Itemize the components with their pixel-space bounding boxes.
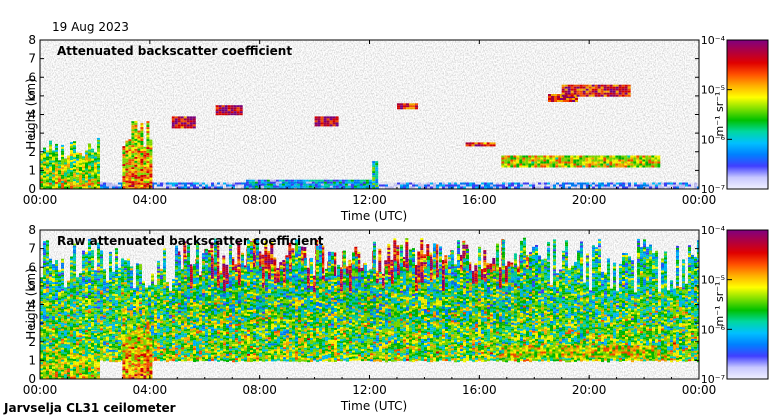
colorbar-tick-label: 10⁻⁴ bbox=[701, 34, 726, 47]
x-axis-label-top: Time (UTC) bbox=[340, 209, 407, 223]
x-tick-label: 08:00 bbox=[242, 193, 277, 207]
colorbar-tick-label: 10⁻⁶ bbox=[701, 133, 726, 146]
panel-title-top: Attenuated backscatter coefficient bbox=[57, 44, 292, 58]
y-tick-label: 3 bbox=[28, 126, 36, 140]
x-tick-label: 16:00 bbox=[462, 193, 497, 207]
colorbar-tick-label: 10⁻⁷ bbox=[701, 183, 725, 196]
y-tick-label: 4 bbox=[28, 108, 36, 122]
heatmap-marks-bottom bbox=[40, 230, 699, 379]
y-tick-label: 5 bbox=[28, 89, 36, 103]
y-tick-label: 6 bbox=[28, 70, 36, 84]
y-tick-label: 0 bbox=[28, 182, 36, 196]
colorbar-frame-top bbox=[726, 39, 769, 190]
x-tick-label: 00:00 bbox=[23, 193, 58, 207]
y-tick-label: 2 bbox=[28, 145, 36, 159]
x-tick-label: 00:00 bbox=[682, 193, 717, 207]
x-tick-label: 12:00 bbox=[352, 193, 387, 207]
panel-attenuated-backscatter: Attenuated backscatter coefficient 00:00… bbox=[23, 33, 717, 223]
y-tick-label: 1 bbox=[28, 163, 36, 177]
colorbar-top: 10⁻⁴ 10⁻⁵ 10⁻⁶ 10⁻⁷ m⁻¹ sr⁻¹ bbox=[701, 34, 769, 196]
x-axis-top: 00:00 04:00 08:00 12:00 16:00 20:00 00:00 bbox=[23, 40, 717, 207]
colorbar-tick-label: 10⁻⁵ bbox=[701, 84, 725, 97]
y-axis-top: 0 1 2 3 4 5 6 7 8 bbox=[28, 33, 699, 196]
heatmap-marks-top bbox=[40, 40, 699, 189]
colorbar-ticks-top: 10⁻⁴ 10⁻⁵ 10⁻⁶ 10⁻⁷ bbox=[701, 34, 732, 196]
y-axis-label-top: Height (km) bbox=[24, 78, 38, 149]
colorbar-unit-top: m⁻¹ sr⁻¹ bbox=[713, 92, 726, 137]
panel-raw-backscatter: Raw attenuated backscatter coefficient 0… bbox=[23, 223, 717, 413]
colorbar-fill-top bbox=[727, 40, 768, 189]
x-tick-label: 20:00 bbox=[572, 193, 607, 207]
speckle-overlay bbox=[40, 40, 699, 189]
y-tick-label: 7 bbox=[28, 52, 36, 66]
x-tick-label: 04:00 bbox=[133, 193, 168, 207]
y-tick-label: 8 bbox=[28, 33, 36, 47]
